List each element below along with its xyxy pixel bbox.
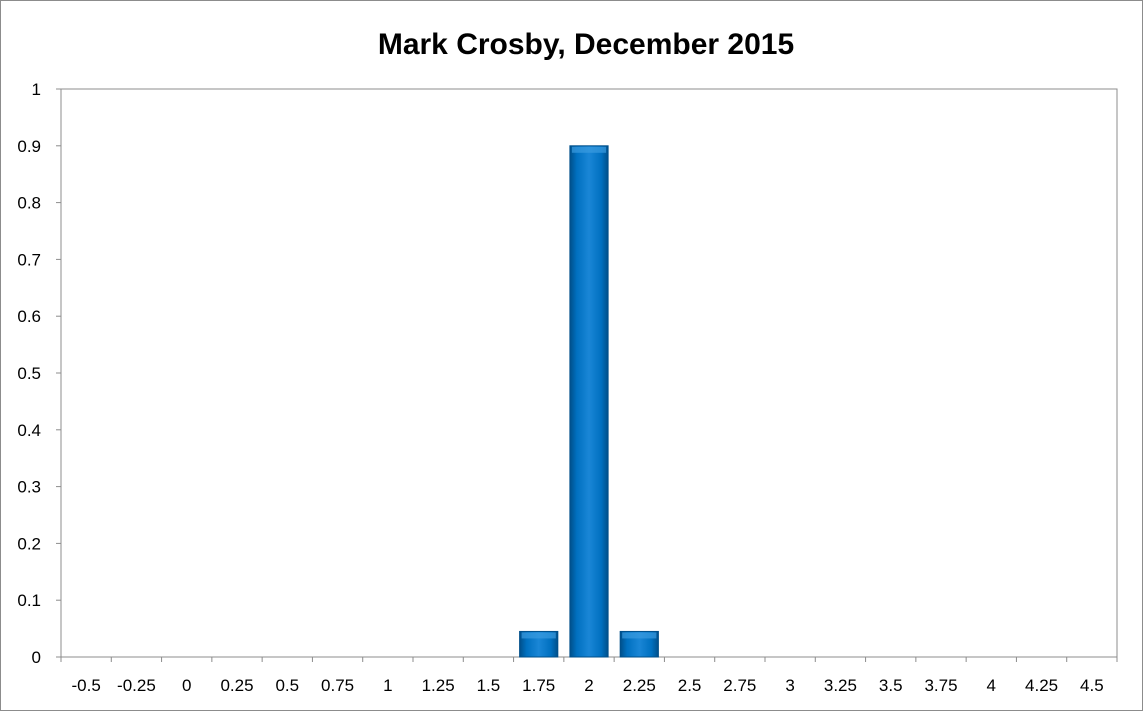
y-tick-label: 0.3 (17, 478, 41, 497)
y-tick-label: 0.5 (17, 364, 41, 383)
y-axis: 0 0.1 0.2 0.3 0.4 0.5 0.6 0.7 0.8 0.9 1 (17, 80, 61, 667)
x-tick-label: 4.25 (1025, 676, 1058, 695)
x-tick-label: 0.25 (220, 676, 253, 695)
bar-2.25 (619, 630, 659, 658)
x-tick-label: -0.5 (71, 676, 100, 695)
y-tick-label: 0.6 (17, 307, 41, 326)
x-tick-label: 1.5 (477, 676, 501, 695)
bar-highlight (521, 632, 556, 639)
bar-2 (569, 145, 609, 658)
y-tick-label: 0.8 (17, 194, 41, 213)
x-tick-label: 2 (584, 676, 593, 695)
y-tick-label: 1 (32, 80, 41, 99)
bar-series (519, 145, 659, 658)
x-tick-label: 0 (182, 676, 191, 695)
bar (569, 145, 609, 658)
x-tick-label: 3.5 (879, 676, 903, 695)
chart-title: Mark Crosby, December 2015 (378, 28, 794, 61)
bar-highlight (622, 632, 657, 639)
y-tick-label: 0.7 (17, 250, 41, 269)
x-tick-label: 0.75 (321, 676, 354, 695)
x-tick-label: 1 (383, 676, 392, 695)
y-tick-label: 0.4 (17, 421, 41, 440)
x-axis: -0.5 -0.25 0 0.25 0.5 0.75 1 1.25 1.5 1.75 2 2.25 2.… (60, 657, 1118, 695)
x-tick-label: 3 (785, 676, 794, 695)
x-tick-label: 4.5 (1080, 676, 1104, 695)
x-tick-label: -0.25 (117, 676, 156, 695)
x-tick-label: 2.5 (678, 676, 702, 695)
x-tick-label: 4 (987, 676, 996, 695)
y-tick-label: 0 (32, 648, 41, 667)
bar-highlight (571, 146, 607, 153)
x-tick-label: 1.25 (422, 676, 455, 695)
y-tick-label: 0.1 (17, 591, 41, 610)
x-tick-label: 2.75 (723, 676, 756, 695)
x-tick-label: 3.25 (824, 676, 857, 695)
y-tick-label: 0.2 (17, 534, 41, 553)
x-tick-label: 1.75 (522, 676, 555, 695)
bar-1.75 (519, 630, 559, 658)
x-tick-label: 0.5 (275, 676, 299, 695)
x-tick-label: 3.75 (924, 676, 957, 695)
y-tick-label: 0.9 (17, 137, 41, 156)
x-tick-label: 2.25 (623, 676, 656, 695)
